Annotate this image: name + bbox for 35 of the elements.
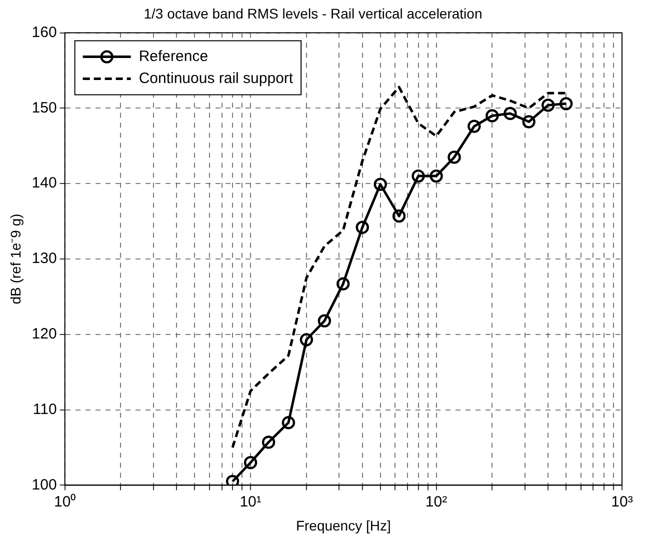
point	[374, 178, 387, 191]
y-tick-label: 100	[32, 476, 57, 494]
point	[522, 115, 536, 128]
x-tick-label: 10⁰	[54, 493, 76, 510]
point	[318, 314, 332, 328]
legend-label: Continuous rail support	[138, 70, 294, 87]
y-tick-label: 110	[32, 400, 57, 418]
x-axis-title: Frequency [Hz]	[296, 517, 391, 534]
point	[468, 120, 481, 133]
point	[392, 209, 406, 223]
y-tick-label: 130	[32, 250, 57, 268]
point	[486, 109, 499, 122]
y-axis-title: dB (ref 1e⁻9 g)	[7, 214, 24, 304]
y-tick-label: 150	[32, 99, 57, 116]
point	[336, 277, 350, 290]
point	[412, 169, 425, 183]
point	[244, 456, 258, 470]
point	[504, 106, 517, 120]
x-tick-label: 10²	[425, 493, 448, 510]
y-tick-label: 160	[32, 24, 57, 41]
point	[559, 97, 573, 110]
legend-label: Reference	[138, 48, 208, 65]
y-tick-label: 120	[32, 326, 57, 343]
point	[262, 436, 276, 449]
point	[430, 169, 443, 183]
x-tick-label: 10¹	[240, 493, 262, 510]
point	[226, 474, 240, 486]
x-tick-label: 10³	[611, 493, 633, 510]
point	[541, 98, 555, 112]
point	[356, 220, 369, 234]
point	[282, 416, 296, 430]
point	[300, 333, 314, 346]
point	[448, 150, 461, 164]
y-tick-label: 140	[32, 174, 57, 192]
chart-title: 1/3 octave band RMS levels - Rail vertical acceleration	[144, 5, 482, 22]
